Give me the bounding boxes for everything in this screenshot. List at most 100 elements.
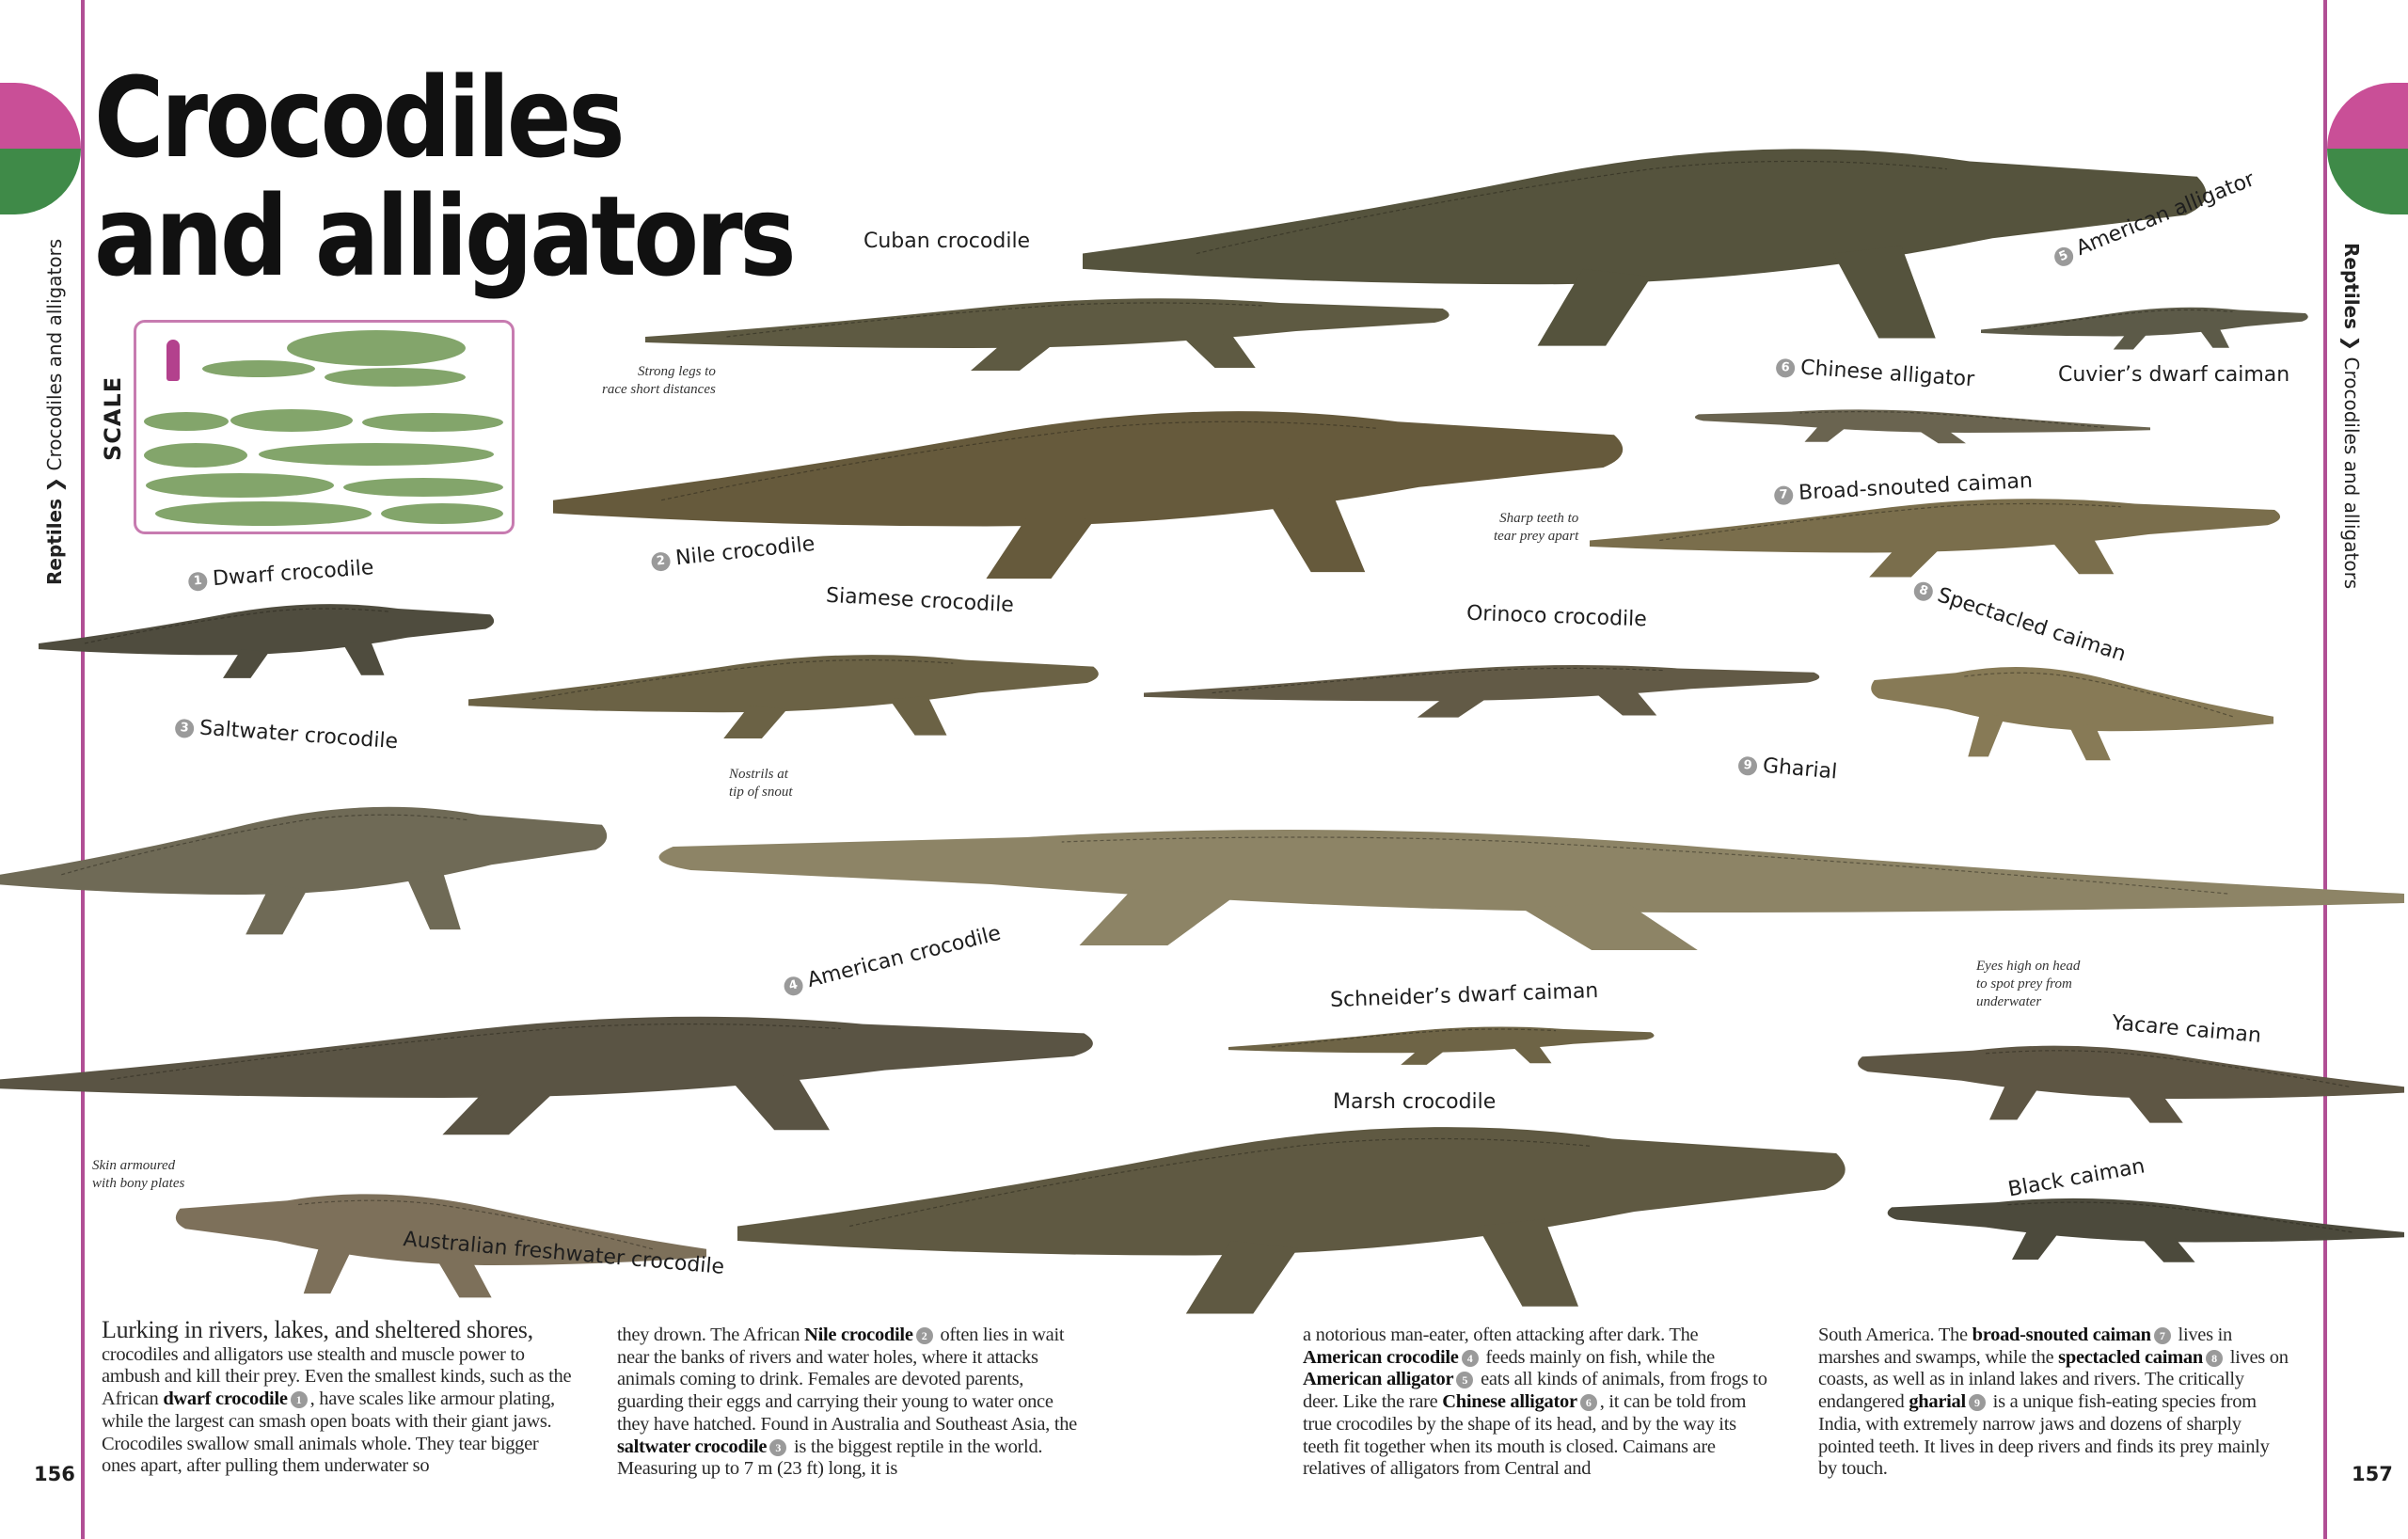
body-text: is the biggest reptile in the world. Mea… [617,1436,1043,1480]
croc-leg [1594,690,1657,716]
croc-ridge [1272,1029,1556,1047]
croc-ridge [532,660,953,700]
species-number-badge: 1 [290,1391,308,1409]
body-text: they drown. The African [617,1325,805,1345]
section-tab-right [2327,83,2408,214]
spectacled-caiman-image [1866,622,2273,768]
croc-body [1694,409,2150,433]
croc-leg [1804,426,1846,442]
label-orinoco-crocodile: Orinoco crocodile [1465,601,1648,632]
croc-leg [1968,712,2005,757]
croc-body [1887,1198,2404,1243]
body-text: , it can be told from true crocodiles by… [1303,1391,1747,1480]
annotation-strong-legs: Strong legs to race short distances [602,364,716,397]
croc-leg [1181,334,1256,368]
annotation-nostrils: Nostrils at tip of snout [729,767,793,800]
croc-leg [1401,1050,1444,1065]
body-text: eats all kinds of animals, from frogs to… [1303,1369,1767,1413]
croc-ridge [2006,1202,2352,1232]
species-number-badge: 6 [1579,1394,1597,1412]
nile-crocodile-image [553,330,1636,592]
body-column-2: they drown. The African Nile crocodile 2 … [617,1325,1087,1481]
breadcrumb-right: Reptiles ❯ Crocodiles and alligators [2340,243,2363,590]
croc-ridge [1984,1051,2349,1087]
croc-body [737,1127,1846,1256]
species-number-badge: 9 [1968,1394,1986,1412]
black-caiman-image [1881,1167,2404,1267]
croc-body [1858,1045,2404,1099]
croc-leg [971,342,1053,371]
croc-leg [2051,537,2115,575]
scale-label: SCALE [100,375,126,461]
species-number-badge: 7 [2153,1327,2171,1344]
body-text: crocodiles and alligators use stealth an… [102,1343,572,1410]
body-column-4: South America. The broad-snouted caiman 7… [1818,1325,2289,1481]
croc-body [0,1016,1093,1098]
body-text: South America. The [1818,1325,1972,1345]
croc-leg [889,695,947,736]
croc-leg [342,640,385,675]
croc-ridge [1800,412,2104,428]
croc-leg [986,513,1095,579]
body-text: lives on coasts, as well as in inland la… [1818,1346,2289,1413]
croc-ridge [661,421,1376,500]
species-number-badge: 3 [769,1438,787,1456]
species-name-bold: American crocodile [1303,1346,1459,1368]
species-name-bold: spectacled caiman [2058,1346,2203,1368]
page-border-right [2323,0,2327,1539]
croc-leg [2199,327,2229,348]
croc-leg [1267,493,1366,573]
yacare-caiman-image [1851,1008,2404,1129]
orinoco-crocodile-image [1144,640,1828,722]
marsh-crocodile-image [737,1037,1859,1328]
human-scale-figure [166,340,180,381]
croc-body [468,655,1099,713]
croc-leg [2128,1092,2183,1123]
croc-body [175,1194,706,1265]
body-text: a notorious man-eater, often attacking a… [1303,1325,1699,1345]
croc-leg [1832,246,1936,339]
croc-leg [1185,1241,1298,1314]
croc-body [0,806,608,895]
croc-leg [303,1245,353,1294]
label-cuban-crocodile: Cuban crocodile [863,230,1031,253]
croc-body [1083,149,2207,285]
croc-ridge [1964,673,2233,717]
page-border-left [81,0,85,1539]
croc-leg [1521,903,1698,950]
croc-leg [442,1088,553,1135]
label-marsh-crocodile: Marsh crocodile [1333,1090,1497,1114]
croc-leg [404,869,461,930]
species-number-badge: 2 [915,1327,933,1344]
croc-leg [723,706,787,739]
species-name-bold: dwarf crocodile [163,1388,288,1410]
croc-leg [1079,889,1239,945]
croc-body [1871,667,2273,732]
croc-ridge [1212,668,1664,692]
label-cuviers-dwarf-caiman: Cuvier’s dwarf caiman [2058,363,2290,387]
croc-ridge [61,815,467,875]
species-number-badge: 8 [2205,1349,2223,1367]
species-name-bold: broad-snouted caiman [1972,1325,2151,1345]
annotation-sharp-teeth: Sharp teeth to tear prey apart [1494,511,1579,544]
siamese-crocodile-image [468,614,1106,745]
croc-ridge [849,1139,1590,1227]
annotation-skin: Skin armoured with bony plates [92,1158,185,1191]
croc-body [1228,1026,1655,1054]
croc-body [1981,307,2308,337]
species-number-badge: 5 [1456,1372,1474,1389]
body-text: is a unique fish-eating species from Ind… [1818,1391,2270,1480]
american-alligator-image [1083,54,2220,361]
croc-leg [1920,430,1966,444]
species-name-bold: gharial [1909,1391,1966,1413]
body-text: , have scales like armour plating, while… [102,1388,555,1477]
species-name-bold: Chinese alligator [1442,1391,1577,1413]
species-name-bold: saltwater crocodile [617,1436,768,1457]
croc-leg [1869,547,1940,578]
body-text: feeds mainly on fish, while the [1481,1346,1715,1368]
croc-body [658,830,2405,912]
croc-ridge [298,1200,653,1249]
schneiders-dwarf-caiman-image [1228,1008,1659,1068]
croc-body [1144,664,1820,702]
body-text: often lies in wait near the banks of riv… [617,1325,1077,1435]
